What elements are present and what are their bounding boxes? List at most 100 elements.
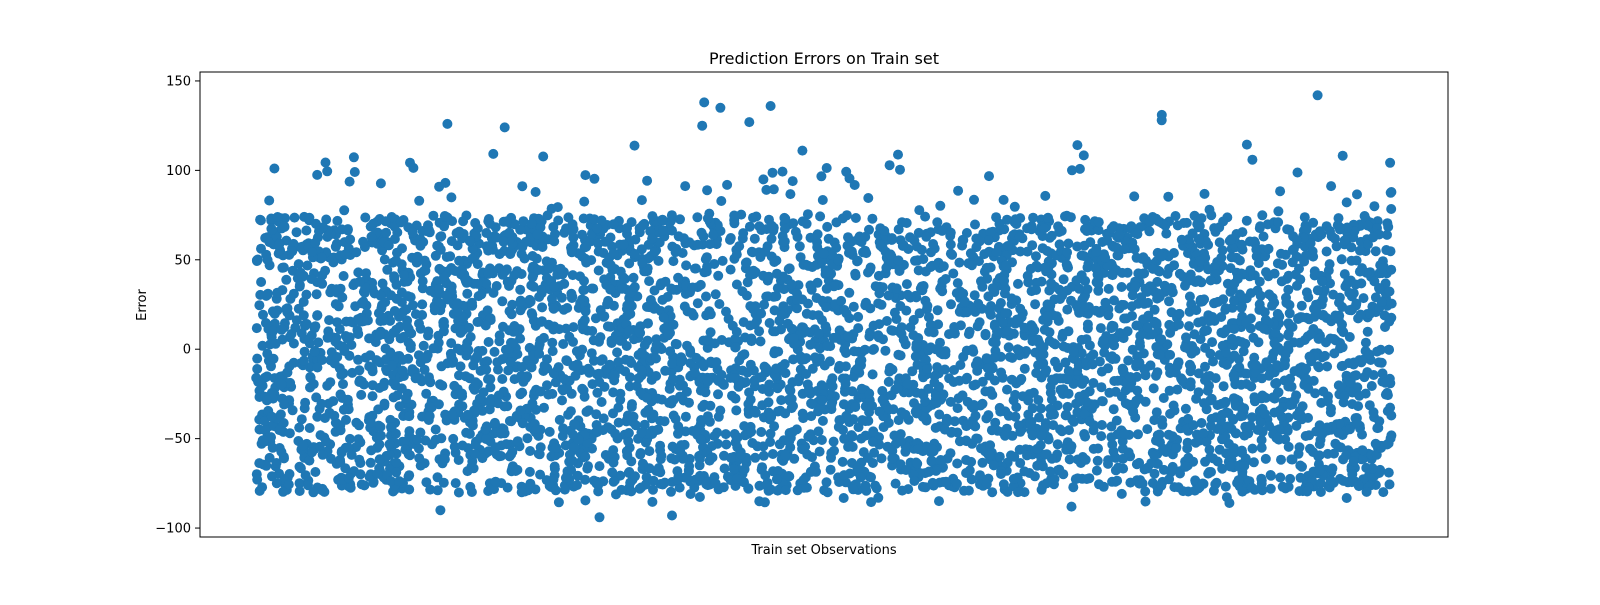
data-point [991, 212, 1002, 223]
data-point [322, 380, 333, 391]
data-point [1193, 387, 1204, 398]
y-axis-label: Error [135, 289, 150, 321]
data-point [568, 429, 579, 440]
data-point [1325, 407, 1336, 418]
data-point [1314, 439, 1325, 450]
data-point [691, 352, 702, 363]
data-point [996, 469, 1006, 479]
data-point [1025, 263, 1036, 274]
data-point [321, 214, 332, 225]
data-point [610, 428, 621, 439]
data-point [1039, 423, 1050, 433]
data-point [1293, 448, 1304, 459]
data-point [949, 416, 960, 427]
data-point [1199, 294, 1210, 305]
data-point [893, 224, 904, 235]
data-point [551, 442, 562, 453]
data-point [1256, 478, 1267, 489]
data-point [524, 294, 535, 305]
data-point [317, 449, 328, 460]
data-point [421, 388, 432, 399]
data-point [274, 425, 285, 436]
data-point [805, 280, 816, 291]
data-point [1269, 338, 1280, 349]
data-point [404, 484, 415, 495]
data-point [520, 373, 531, 384]
data-point [1247, 443, 1258, 454]
data-point [1184, 321, 1194, 332]
data-point [1183, 452, 1194, 463]
data-point [793, 376, 804, 387]
data-point [834, 325, 845, 336]
data-point [1206, 393, 1217, 404]
data-point [1176, 374, 1187, 385]
data-point [970, 379, 981, 390]
data-point [537, 302, 548, 313]
data-point [354, 365, 365, 376]
data-point [1180, 403, 1191, 414]
data-point [1164, 385, 1175, 396]
data-point [457, 388, 467, 399]
data-point [386, 422, 396, 432]
data-point [814, 446, 825, 457]
data-point [744, 387, 755, 398]
data-point [833, 422, 844, 432]
data-point [700, 254, 711, 265]
data-point [932, 217, 943, 228]
data-point [1031, 251, 1041, 262]
data-point [763, 271, 774, 282]
data-point [337, 393, 348, 403]
data-point [1236, 302, 1247, 313]
data-point [375, 178, 386, 189]
data-point [307, 247, 318, 258]
data-point [887, 453, 898, 464]
data-point [604, 359, 615, 370]
data-point [353, 267, 364, 278]
data-point [644, 276, 655, 287]
data-point [650, 344, 661, 355]
data-point [1376, 297, 1387, 307]
data-point [853, 311, 864, 322]
data-point [622, 446, 632, 457]
data-point [1092, 455, 1103, 466]
data-point [667, 441, 678, 452]
data-point [1015, 426, 1026, 437]
data-point [620, 274, 630, 284]
data-point [589, 214, 600, 225]
data-point [384, 439, 395, 450]
data-point [1140, 486, 1151, 497]
data-point [822, 341, 833, 351]
data-point [756, 225, 767, 235]
data-point [560, 440, 571, 451]
data-point [927, 444, 938, 455]
data-point [771, 363, 781, 374]
data-point [298, 310, 309, 321]
data-point [864, 388, 875, 399]
data-point [483, 337, 494, 347]
data-point [1326, 181, 1337, 192]
data-point [746, 336, 757, 347]
data-point [637, 258, 648, 268]
data-point [1301, 363, 1312, 374]
data-point [1015, 375, 1026, 386]
data-point [1040, 449, 1051, 460]
data-point [1304, 351, 1315, 362]
data-point [710, 289, 721, 300]
data-point [1158, 443, 1169, 454]
data-point [749, 319, 760, 330]
data-point [504, 280, 514, 291]
data-point [1314, 465, 1325, 476]
data-point [959, 296, 970, 307]
data-point [748, 269, 759, 280]
data-point [803, 260, 814, 271]
data-point [527, 309, 538, 320]
data-point [1288, 337, 1299, 348]
data-point [680, 181, 691, 192]
data-point [840, 378, 851, 389]
data-point [518, 216, 529, 227]
data-point [687, 308, 697, 318]
data-point [412, 434, 423, 445]
data-point [298, 296, 309, 307]
data-point [586, 348, 597, 359]
data-point [759, 299, 770, 310]
